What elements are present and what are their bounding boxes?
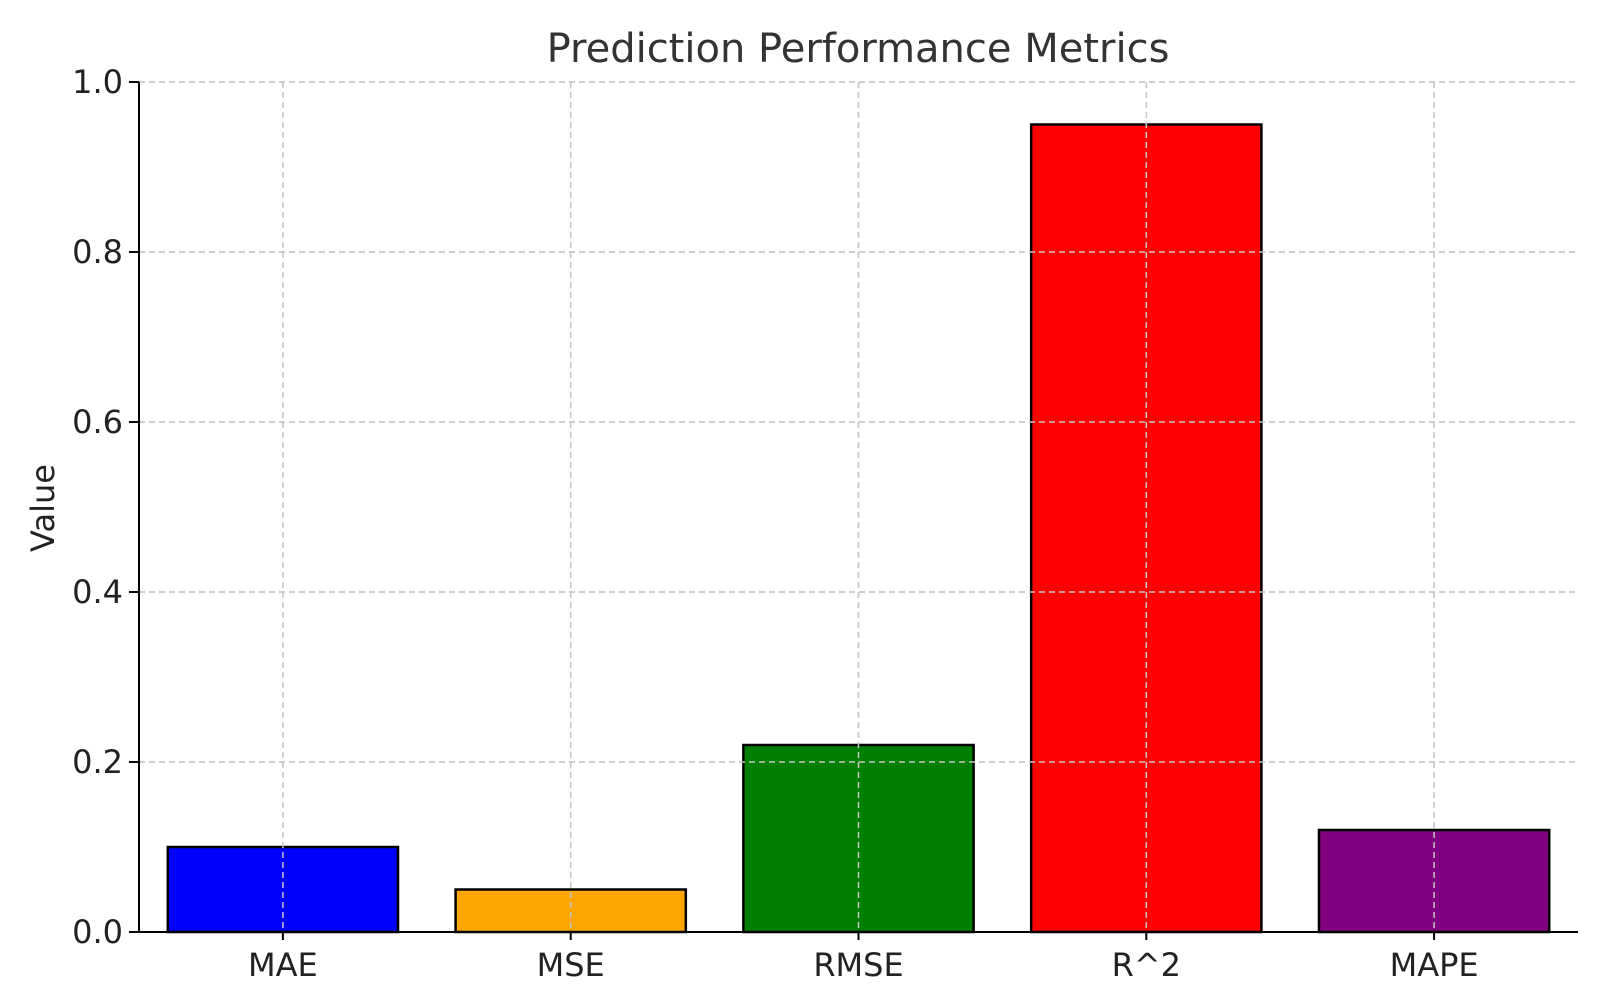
x-tick-label: R^2 [1112, 946, 1181, 984]
y-tick-label: 0.8 [72, 233, 123, 271]
x-tick-label: MAE [248, 946, 318, 984]
x-tick-label: RMSE [813, 946, 903, 984]
y-axis-label: Value [24, 464, 62, 552]
y-tick-label: 0.2 [72, 743, 123, 781]
y-tick-label: 1.0 [72, 63, 123, 101]
ticks-layer: 0.0 0.2 0.4 0.6 0.8 1.0 MAE MSE RMSE R^2 MAPE [72, 63, 1478, 984]
bars-layer [139, 81, 1578, 934]
y-tick-label: 0.4 [72, 573, 123, 611]
bar-mae [166, 845, 400, 934]
y-tick-label: 0.0 [72, 913, 123, 951]
chart-title: Prediction Performance Metrics [547, 26, 1170, 72]
x-tick-label: MSE [537, 946, 605, 984]
x-tick-label: MAPE [1390, 946, 1479, 984]
y-tick-label: 0.6 [72, 403, 123, 441]
